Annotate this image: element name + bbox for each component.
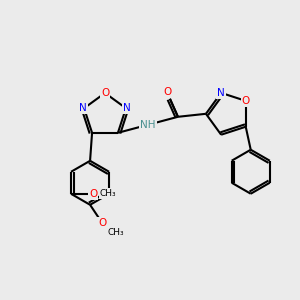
Text: CH₃: CH₃ <box>100 189 116 198</box>
Text: NH: NH <box>140 120 156 130</box>
Text: N: N <box>217 88 225 98</box>
Text: O: O <box>89 189 97 199</box>
Text: O: O <box>101 88 109 98</box>
Text: N: N <box>123 103 131 113</box>
Text: N: N <box>79 103 87 113</box>
Text: O: O <box>164 87 172 97</box>
Text: O: O <box>242 96 250 106</box>
Text: O: O <box>98 218 106 228</box>
Text: CH₃: CH₃ <box>108 228 124 237</box>
